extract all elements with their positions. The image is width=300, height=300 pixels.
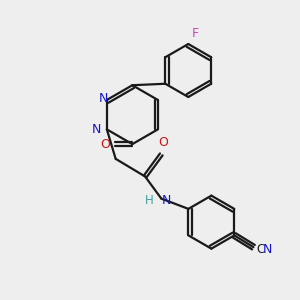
Text: F: F xyxy=(192,27,199,40)
Text: N: N xyxy=(92,123,101,136)
Text: C: C xyxy=(256,243,265,256)
Text: H: H xyxy=(145,194,154,207)
Text: O: O xyxy=(100,138,110,151)
Text: N: N xyxy=(262,243,272,256)
Text: O: O xyxy=(158,136,168,148)
Text: N: N xyxy=(99,92,109,105)
Text: N: N xyxy=(162,194,171,207)
